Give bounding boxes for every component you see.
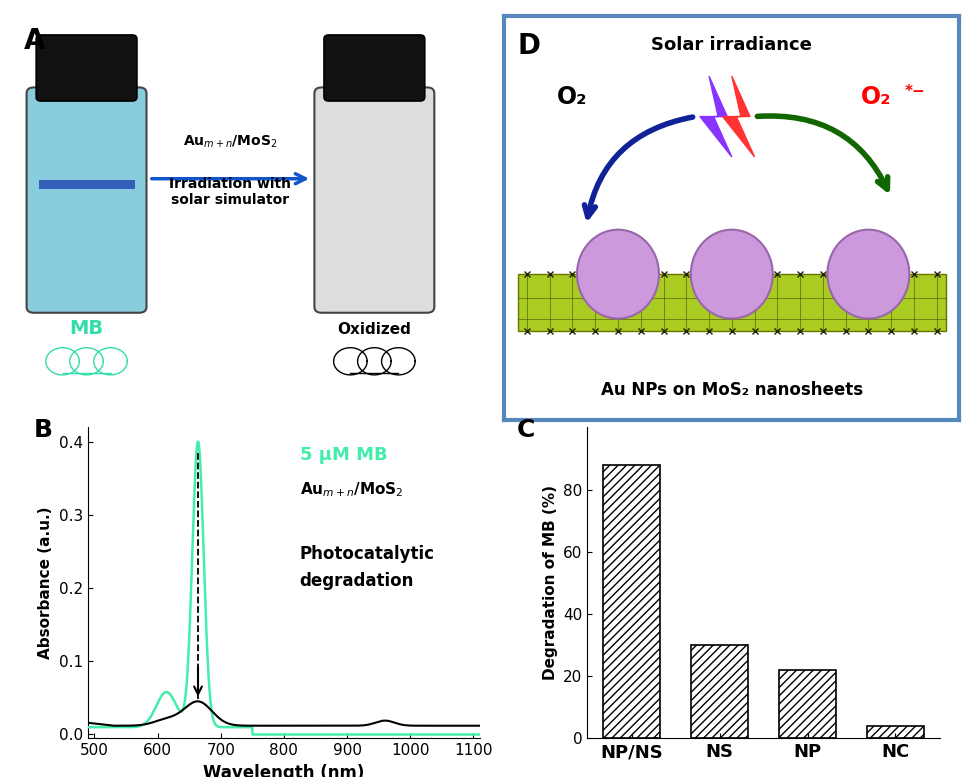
Bar <box>778 670 835 738</box>
Bar <box>690 645 747 738</box>
FancyBboxPatch shape <box>26 87 147 313</box>
Bar <box>38 179 134 190</box>
Text: *−: *− <box>904 85 924 99</box>
FancyBboxPatch shape <box>36 35 137 101</box>
Text: Au NPs on MoS₂ nanosheets: Au NPs on MoS₂ nanosheets <box>600 382 862 399</box>
Text: Au$_{m+n}$/MoS$_2$: Au$_{m+n}$/MoS$_2$ <box>299 480 403 499</box>
X-axis label: Wavelength (nm): Wavelength (nm) <box>203 764 364 777</box>
Y-axis label: Absorbance (a.u.): Absorbance (a.u.) <box>38 507 54 659</box>
Ellipse shape <box>576 230 658 319</box>
Text: D: D <box>517 32 540 60</box>
Text: B: B <box>33 418 52 442</box>
Text: MB: MB <box>69 319 104 338</box>
Bar <box>517 274 945 331</box>
Polygon shape <box>722 76 754 157</box>
FancyBboxPatch shape <box>324 35 424 101</box>
Text: A: A <box>24 27 46 55</box>
Text: Oxidized: Oxidized <box>337 322 411 337</box>
Text: Au$_{m+n}$/MoS$_2$: Au$_{m+n}$/MoS$_2$ <box>183 133 278 149</box>
Text: Irradiation with
solar simulator: Irradiation with solar simulator <box>169 176 291 207</box>
Text: O₂: O₂ <box>556 85 587 110</box>
Ellipse shape <box>826 230 909 319</box>
Bar <box>866 726 923 738</box>
Text: Photocatalytic
degradation: Photocatalytic degradation <box>299 545 434 590</box>
Text: Solar irradiance: Solar irradiance <box>650 36 812 54</box>
Y-axis label: Degradation of MB (%): Degradation of MB (%) <box>542 486 557 680</box>
Bar <box>602 465 660 738</box>
FancyBboxPatch shape <box>314 87 434 313</box>
Text: O₂: O₂ <box>860 85 890 110</box>
Text: 5 μM MB: 5 μM MB <box>299 446 387 464</box>
Ellipse shape <box>690 230 772 319</box>
Polygon shape <box>699 76 731 157</box>
Text: C: C <box>516 418 535 442</box>
